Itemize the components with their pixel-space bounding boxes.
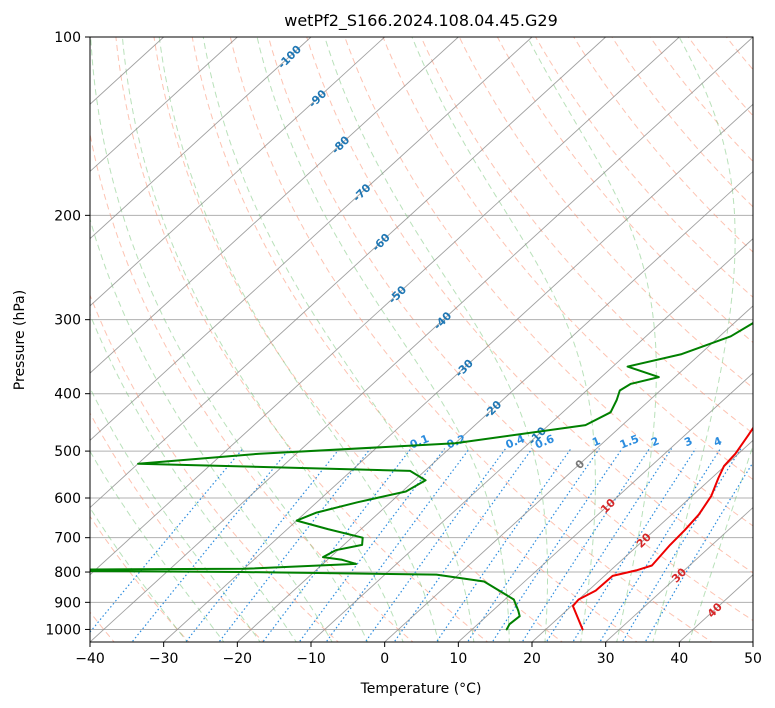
moist-adiabat [90,450,225,642]
mixing-ratio-line [521,448,651,642]
moist-adiabat [121,37,404,642]
x-tick-label: 0 [380,651,389,667]
x-tick-label: 50 [744,651,762,667]
moist-adiabat [256,37,510,642]
dry-adiabat [267,37,753,622]
isotherm-line [163,103,753,642]
y-tick-label: 900 [54,595,81,611]
dry-adiabat [229,37,713,642]
y-axis: 100 200 300 400 500 600 700 800 900 1000 [45,30,90,638]
isotherm-line [237,170,753,642]
dry-adiabats [90,37,753,642]
dry-adiabat [191,37,638,642]
y-tick-label: 400 [54,387,81,403]
mixing-ratio-line [435,448,572,642]
y-tick-label: 1000 [45,622,81,638]
plot-frame [89,36,754,643]
mixing-ratio-line [599,448,722,642]
x-tick-label: 30 [597,651,615,667]
isotherm-line [384,305,753,642]
x-tick-label: 10 [449,651,467,667]
x-tick-label: 20 [523,651,541,667]
dry-adiabat [344,37,753,527]
isotherm-line [90,37,606,509]
y-tick-label: 600 [54,491,81,507]
x-tick-label: 40 [670,651,688,667]
mixing-ratio-line [572,448,697,642]
moist-adiabat [652,37,736,642]
moist-adiabat [90,506,188,642]
isotherm-line [90,37,680,576]
y-tick-label: 100 [54,30,81,46]
x-tick-label: −40 [75,651,105,667]
moist-adiabat [90,313,297,642]
mixing-ratio-line [218,448,371,642]
isotherm-line [90,37,753,642]
sounding-series [90,321,753,631]
isotherm-line [531,439,753,642]
moist-adiabat [202,37,475,642]
y-tick-label: 500 [54,444,81,460]
isotherm-line [605,506,753,642]
x-tick-label: −10 [296,651,326,667]
mixing-ratio-line [185,448,341,642]
moist-adiabat [90,217,333,642]
isotherm-line [90,37,459,374]
y-axis-label: Pressure (hPa) [12,290,28,390]
isotherm-line [458,372,753,642]
chart-title: wetPf2_S166.2024.108.04.45.G29 [284,11,558,31]
dry-adiabat [306,37,753,574]
isotherm-line [90,37,385,307]
isotherms [90,37,753,642]
moist-adiabats [90,37,753,642]
mixing-ratio-label: 3 [682,434,694,449]
mixing-ratio-label: 1 [590,434,602,449]
moist-adiabat [324,37,549,642]
mixing-ratio-line [90,448,244,633]
dry-adiabat [90,412,265,642]
moist-adiabat [526,37,657,642]
x-axis-label: Temperature (°C) [360,681,482,697]
mixing-ratio-line [393,448,533,642]
dry-adiabat [535,37,753,298]
mixing-ratio-line [545,448,673,642]
y-tick-label: 200 [54,208,81,224]
mixing-ratio-line [491,448,623,642]
x-axis: −40 −30 −20 −10 0 10 20 30 40 50 [75,642,762,667]
dry-adiabat [115,37,489,642]
dry-adiabat [90,131,414,642]
x-tick-label: −30 [149,651,179,667]
x-tick-label: −20 [223,651,253,667]
isotherm-line [310,238,753,642]
isotherm-line [90,37,238,173]
y-tick-label: 300 [54,313,81,329]
moist-adiabat [90,387,261,642]
y-tick-label: 800 [54,565,81,581]
temperature-profile-line [571,426,753,631]
y-tick-label: 700 [54,531,81,547]
moist-adiabat [158,37,440,642]
mixing-ratio-line [298,448,446,642]
moist-adiabat [411,37,596,642]
isotherm-line [90,37,312,240]
moist-adiabat [688,444,753,642]
mixing-ratio-line [364,448,507,642]
moist-adiabat [90,37,369,642]
dewpoint-profile-line [90,321,753,631]
mixing-ratio-label: 2 [649,434,661,449]
isotherm-line [90,37,533,441]
dry-adiabat [90,293,339,642]
